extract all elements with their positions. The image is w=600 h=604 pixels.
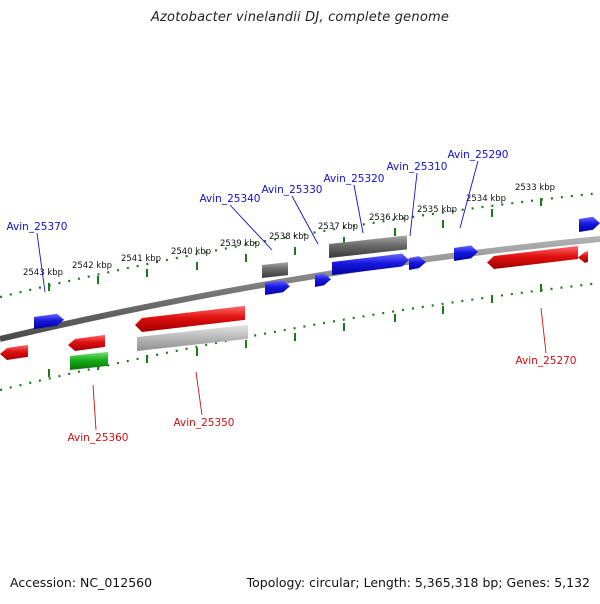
- tick-label: 2535 kbp: [417, 205, 457, 215]
- tick-label: 2536 kbp: [369, 213, 409, 223]
- tick-label: 2537 kbp: [318, 222, 358, 232]
- gene-arrow[interactable]: [578, 251, 588, 263]
- leader-line: [37, 233, 45, 292]
- accession-text: Accession: NC_012560: [10, 575, 152, 590]
- reverse-gene-label[interactable]: Avin_25270: [515, 355, 576, 367]
- tick-label: 2533 kbp: [515, 183, 555, 193]
- gene-arrow[interactable]: [579, 217, 600, 232]
- genome-backbone: [0, 239, 600, 339]
- gene-arrow[interactable]: [454, 245, 478, 261]
- tick-label: 2541 kbp: [121, 254, 161, 264]
- gene-arrow[interactable]: [70, 352, 108, 370]
- forward-gene-label[interactable]: Avin_25320: [323, 173, 384, 185]
- tick-label: 2539 kbp: [220, 239, 260, 249]
- page-title: Azotobacter vinelandii DJ, complete geno…: [0, 10, 600, 25]
- leader-line: [410, 173, 417, 236]
- forward-gene-label[interactable]: Avin_25290: [447, 149, 508, 161]
- gene-arrow[interactable]: [0, 345, 28, 360]
- reverse-gene-label[interactable]: Avin_25360: [67, 432, 128, 444]
- gene-arrow[interactable]: [68, 335, 105, 351]
- genome-summary-text: Topology: circular; Length: 5,365,318 bp…: [247, 575, 590, 590]
- leader-line: [93, 385, 96, 430]
- tick-label: 2534 kbp: [466, 194, 506, 204]
- gene-arrow[interactable]: [262, 262, 288, 278]
- forward-gene-label[interactable]: Avin_25330: [261, 184, 322, 196]
- leader-line: [196, 372, 202, 415]
- tick-label: 2542 kbp: [72, 261, 112, 271]
- tick-label: 2538 kbp: [269, 232, 309, 242]
- forward-gene-label[interactable]: Avin_25340: [199, 193, 260, 205]
- leader-line: [541, 308, 546, 353]
- forward-gene-label[interactable]: Avin_25310: [386, 161, 447, 173]
- tick-label: 2540 kbp: [171, 247, 211, 257]
- reverse-gene-label[interactable]: Avin_25350: [173, 417, 234, 429]
- forward-gene-label[interactable]: Avin_25370: [6, 221, 67, 233]
- inner-ruler: [0, 283, 600, 390]
- gene-arrow[interactable]: [332, 254, 409, 275]
